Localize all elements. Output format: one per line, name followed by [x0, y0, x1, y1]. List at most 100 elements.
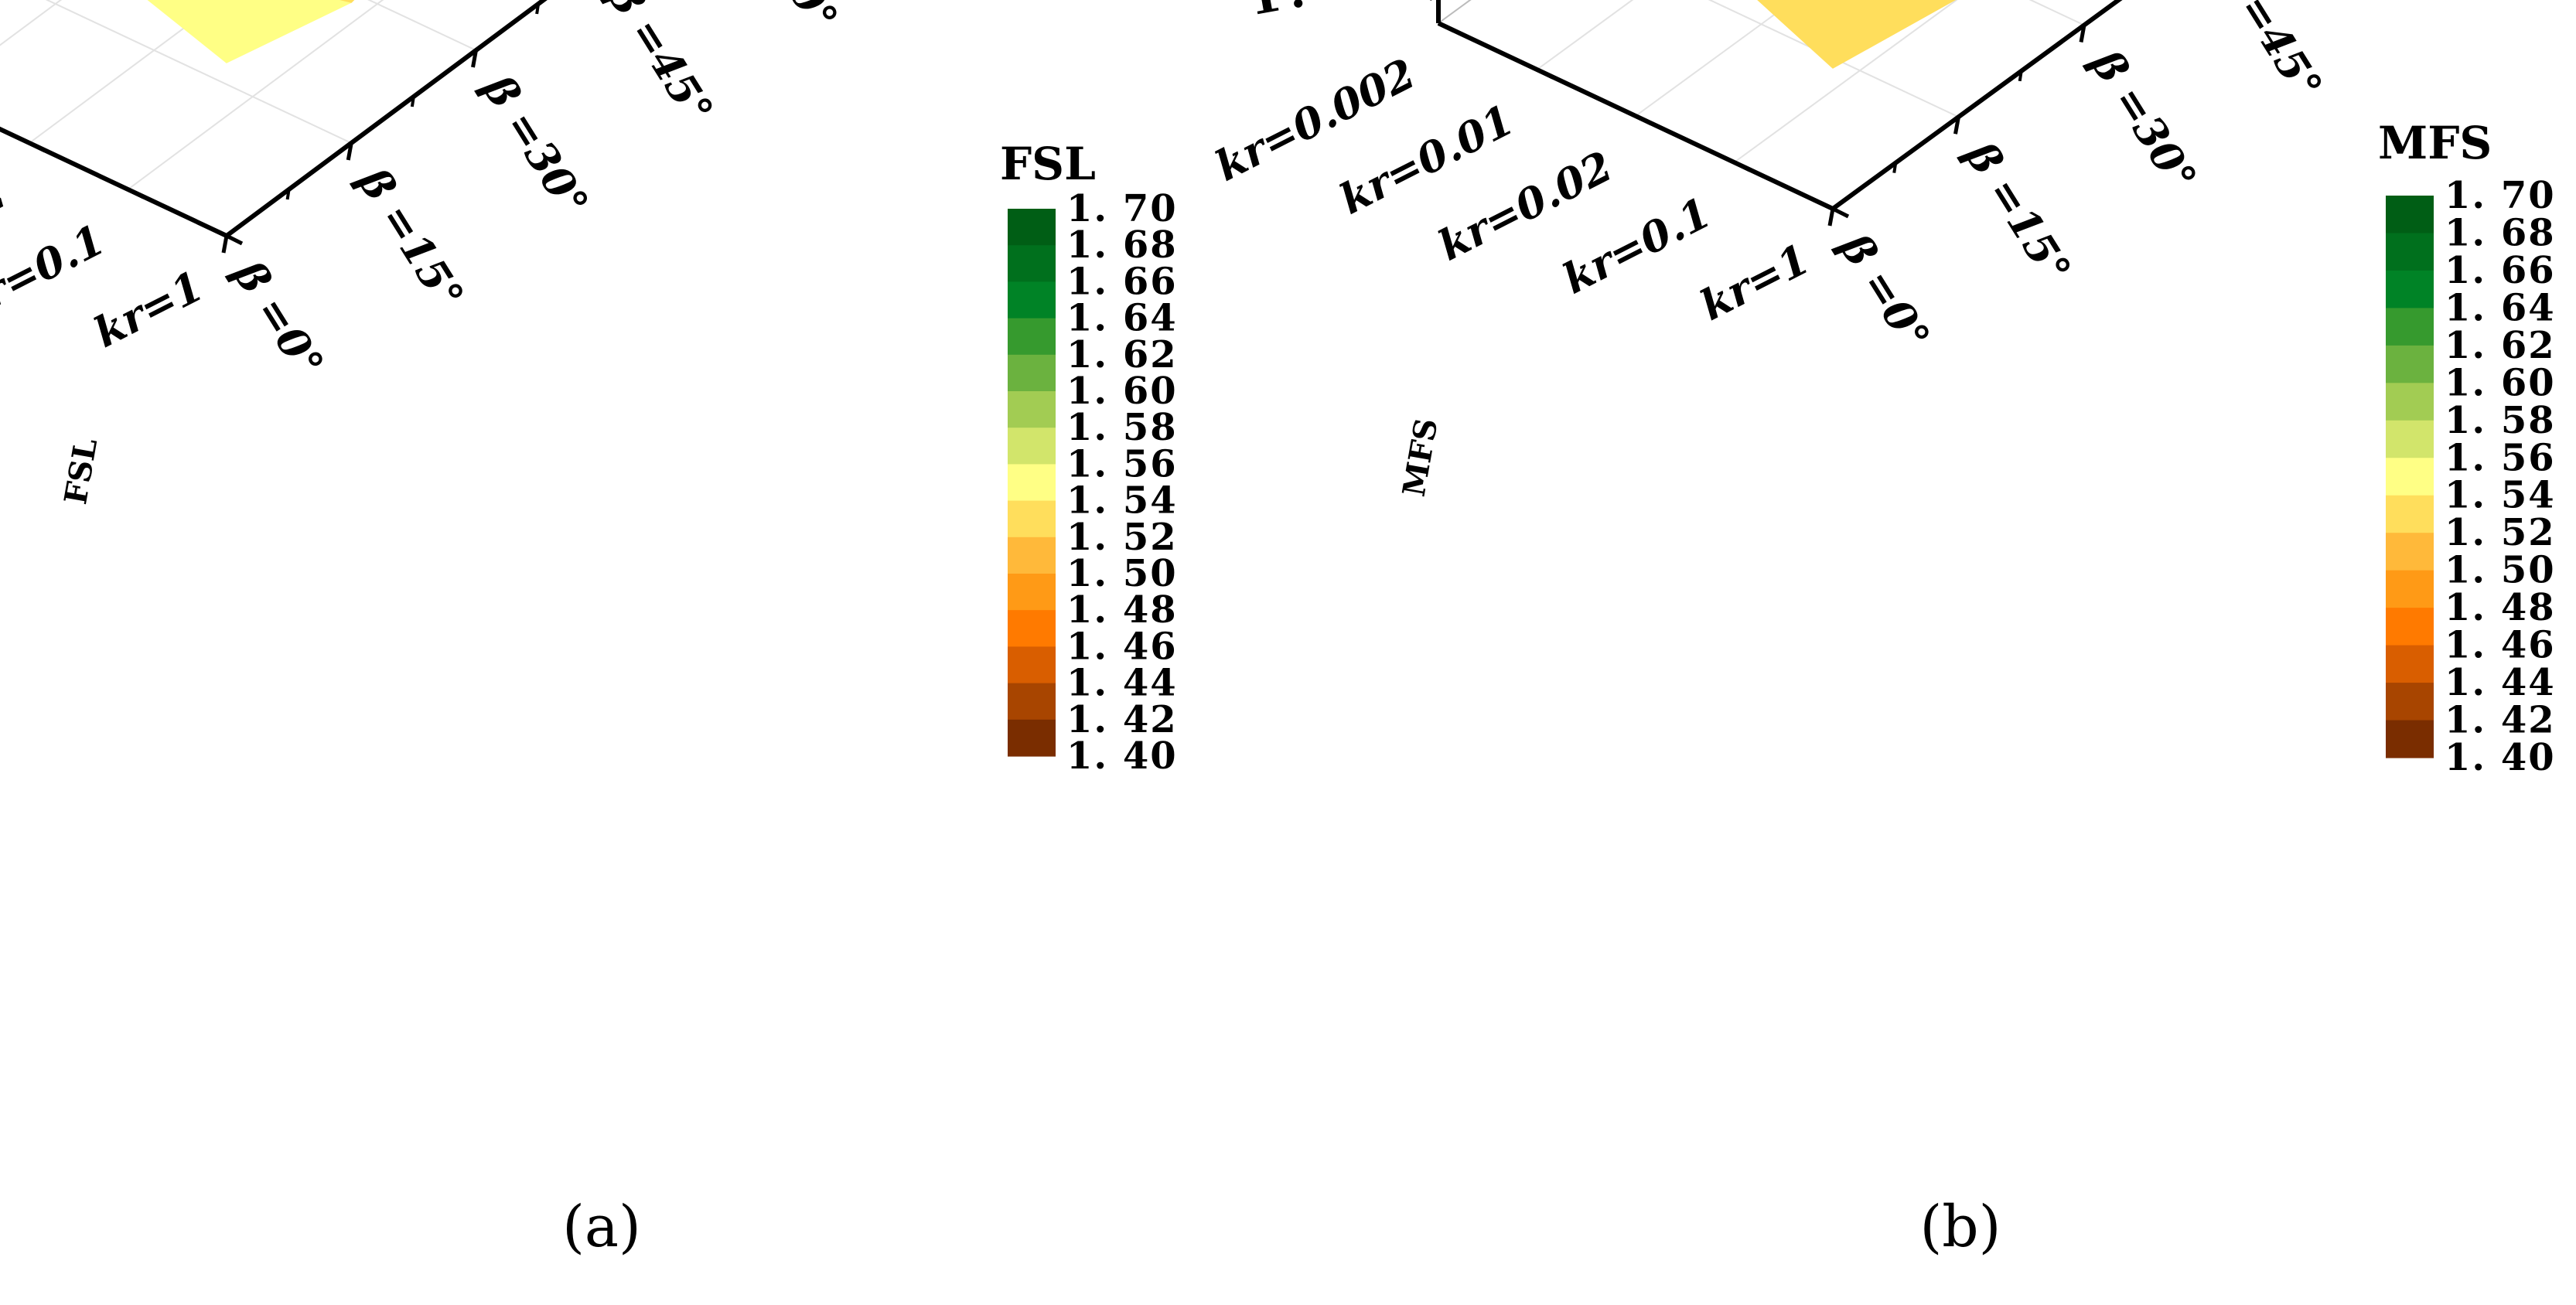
colorbar-label: 1. 48 — [1066, 588, 1178, 632]
colorbar-title: FSL — [1000, 138, 1096, 190]
x-tick — [1733, 160, 1751, 172]
y-tick-label: β =0° — [223, 250, 333, 386]
colorbar-swatch — [1008, 318, 1056, 356]
x-axis-line — [0, 126, 228, 238]
colorbar-label: 1. 66 — [2445, 249, 2556, 292]
colorbar-label: 1. 58 — [1066, 406, 1178, 449]
gridline — [1635, 0, 1796, 117]
y-tick-label: β =15° — [1955, 132, 2080, 292]
axes: 1. 701. 651. 601. 551. 501. 45FSLkr=0.00… — [0, 0, 848, 507]
x-minor-tick — [1783, 184, 1794, 192]
colorbar-swatch — [2386, 308, 2434, 346]
colorbar-label: 1. 70 — [2445, 174, 2556, 217]
colorbar-swatch — [2386, 720, 2434, 758]
colorbar-label: 1. 40 — [1066, 734, 1178, 778]
colorbar-swatch — [1008, 391, 1056, 428]
colorbar-label: 1. 70 — [1066, 187, 1178, 230]
gridline — [226, 0, 545, 237]
y-tick — [471, 49, 478, 68]
colorbar-swatch — [1008, 209, 1056, 246]
colorbar-swatch — [1008, 683, 1056, 721]
y-tick-label: β =60° — [2332, 0, 2458, 16]
y-tick — [1827, 208, 1835, 227]
colorbar-swatch — [2386, 345, 2434, 383]
colorbar-swatch — [2386, 196, 2434, 234]
colorbar-swatch — [2386, 458, 2434, 496]
colorbar-label: 1. 54 — [2445, 474, 2556, 517]
y-tick-label: β =45° — [598, 0, 723, 132]
y-tick-label: β =0° — [1830, 223, 1940, 359]
colorbar-label: 1. 62 — [1066, 333, 1178, 377]
surface — [1757, 0, 1957, 69]
y-tick-label: β =15° — [348, 158, 473, 318]
y-minor-tick — [285, 189, 291, 200]
z-axis-title: FSL — [57, 436, 104, 507]
panel-label-b: (b) — [1919, 1194, 2001, 1260]
x-minor-tick — [1486, 45, 1498, 53]
x-tick — [1536, 67, 1554, 80]
colorbar-label: 1. 56 — [2445, 436, 2556, 479]
colorbar-label: 1. 40 — [2445, 736, 2556, 779]
y-tick-label: β =30° — [473, 65, 598, 225]
colorbar-swatch — [1008, 719, 1056, 757]
colorbar-label: 1. 62 — [2445, 324, 2556, 367]
colorbar-swatch — [1008, 500, 1056, 538]
colorbar-label: 1. 50 — [2445, 549, 2556, 592]
axes: 1. 701. 651. 601. 551. 501. 45MFSkr=0.00… — [1207, 0, 2458, 499]
x-tick — [1634, 114, 1653, 126]
surface-cell — [339, 0, 355, 3]
x-minor-tick — [1585, 91, 1597, 99]
colorbar-label: 1. 50 — [1066, 552, 1178, 595]
colorbar-label: 1. 60 — [1066, 370, 1178, 413]
x-minor-tick — [1684, 138, 1695, 145]
x-tick — [127, 187, 145, 199]
x-tick — [1437, 21, 1455, 33]
y-tick — [2079, 25, 2086, 43]
colorbar-label: 1. 56 — [1066, 442, 1178, 486]
colorbar-label: 1. 46 — [1066, 625, 1178, 668]
y-minor-tick — [535, 3, 541, 15]
x-tick-label: kr=1 — [1692, 234, 1817, 331]
colorbar-swatch — [1008, 464, 1056, 502]
x-minor-tick — [176, 211, 188, 219]
x-tick — [225, 233, 244, 246]
colorbar-label: 1. 42 — [2445, 699, 2556, 742]
colorbar-swatch — [2386, 233, 2434, 271]
colorbar-swatch — [2386, 533, 2434, 571]
y-axis-line — [225, 0, 548, 238]
y-tick — [346, 142, 353, 161]
surface-chart-fsl: 1. 701. 651. 601. 551. 501. 45FSLkr=0.00… — [0, 0, 1178, 778]
colorbar-label: 1. 46 — [2445, 624, 2556, 667]
y-minor-tick — [410, 96, 415, 107]
x-tick-label: kr=1 — [86, 261, 211, 358]
colorbar-swatch — [2386, 420, 2434, 458]
colorbar-swatch — [2386, 608, 2434, 646]
colorbar-label: 1. 52 — [2445, 511, 2556, 554]
colorbar-swatch — [2386, 683, 2434, 721]
colorbar-label: 1. 54 — [1066, 479, 1178, 523]
gridline — [367, 0, 476, 51]
colorbar-swatch — [1008, 610, 1056, 647]
colorbar-label: 1. 64 — [1066, 297, 1178, 340]
colorbar-swatch — [1008, 245, 1056, 282]
colorbar-swatch — [1008, 646, 1056, 684]
colorbar-swatch — [2386, 383, 2434, 421]
colorbar-swatch — [1008, 354, 1056, 392]
colorbar-label: 1. 58 — [2445, 399, 2556, 442]
colorbar-label: 1. 42 — [1066, 698, 1178, 741]
colorbar-label: 1. 64 — [2445, 286, 2556, 329]
surface-cell — [1757, 0, 1957, 69]
colorbar-label: 1. 68 — [2445, 211, 2556, 254]
z-tick-label: 1. 45 — [1244, 0, 1419, 26]
gridline — [1733, 0, 1958, 163]
colorbar-label: 1. 52 — [1066, 516, 1178, 559]
y-minor-tick — [1892, 162, 1898, 173]
z-axis-title: MFS — [1396, 416, 1445, 499]
y-tick-label: β =60° — [722, 0, 848, 39]
colorbar-swatch — [2386, 570, 2434, 608]
colorbar-title: MFS — [2378, 117, 2492, 169]
panel-label-a: (a) — [562, 1194, 641, 1260]
